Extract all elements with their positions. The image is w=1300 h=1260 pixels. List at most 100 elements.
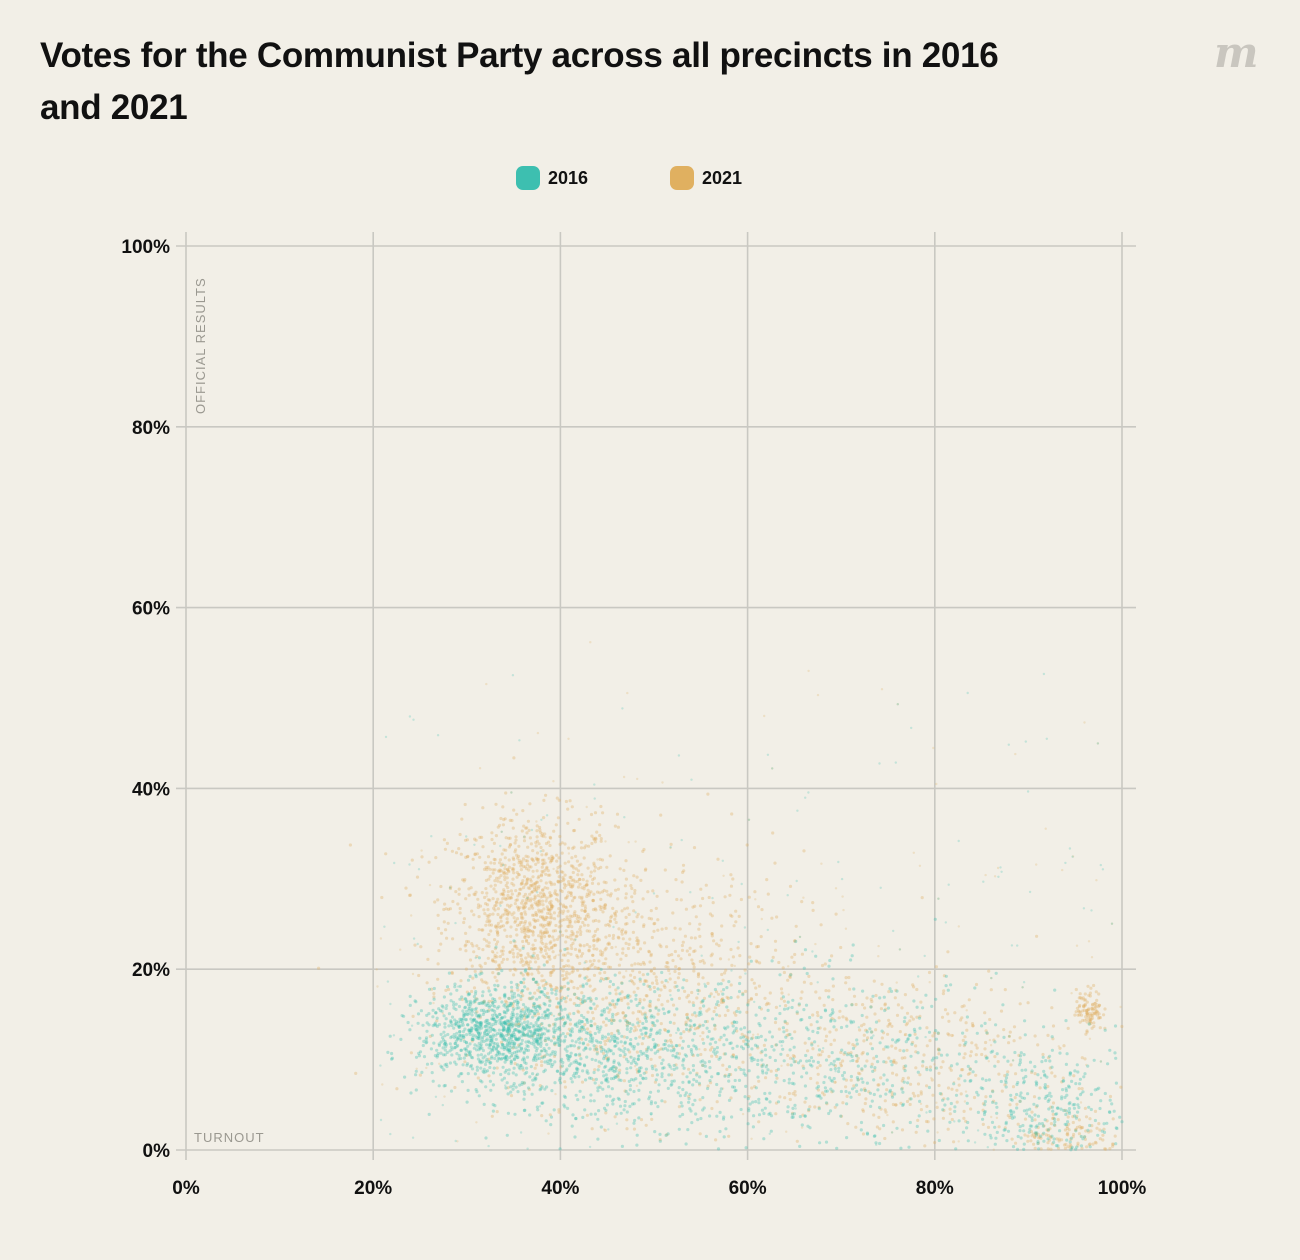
scatter-point (437, 1042, 441, 1046)
scatter-point (556, 866, 560, 870)
scatter-point (656, 1089, 661, 1093)
scatter-point (514, 1020, 519, 1024)
scatter-point (680, 1104, 684, 1108)
scatter-point (605, 1050, 609, 1054)
scatter-point (467, 1053, 471, 1057)
scatter-point (606, 1059, 610, 1063)
scatter-point (552, 968, 556, 972)
scatter-point (579, 925, 583, 929)
scatter-point (464, 1047, 468, 1051)
scatter-point (821, 1091, 825, 1095)
scatter-point (734, 1055, 739, 1059)
scatter-point (522, 1108, 527, 1113)
scatter-point (957, 1083, 961, 1087)
scatter-point (633, 1118, 637, 1123)
legend-item-2016[interactable]: 2016 (516, 166, 588, 190)
scatter-point (830, 1051, 834, 1055)
scatter-point (493, 858, 497, 862)
scatter-point (514, 1046, 518, 1050)
scatter-point (919, 1090, 923, 1094)
scatter-point (480, 1046, 484, 1050)
scatter-point (688, 1028, 692, 1031)
scatter-point (517, 891, 521, 895)
scatter-point (596, 1086, 600, 1090)
scatter-point (436, 1053, 440, 1057)
scatter-point (525, 928, 529, 932)
scatter-point (520, 989, 524, 993)
scatter-point (663, 1039, 668, 1043)
scatter-point (588, 1030, 592, 1034)
scatter-point (532, 1037, 536, 1041)
scatter-point (731, 1053, 735, 1057)
scatter-point (635, 1062, 639, 1066)
scatter-point (839, 1114, 844, 1118)
scatter-point (1090, 1006, 1094, 1010)
scatter-point (689, 936, 694, 940)
scatter-point (734, 1088, 738, 1092)
scatter-point (514, 1085, 518, 1089)
scatter-point (744, 1146, 748, 1150)
scatter-point (1083, 1135, 1087, 1139)
scatter-point (553, 1081, 557, 1085)
scatter-point (544, 841, 549, 846)
scatter-point (576, 986, 580, 990)
scatter-point (651, 1067, 655, 1071)
scatter-point (630, 895, 634, 899)
scatter-point (934, 965, 939, 969)
scatter-point (414, 1073, 418, 1077)
scatter-point (697, 982, 701, 986)
scatter-point (520, 829, 524, 833)
scatter-point (783, 1019, 787, 1024)
scatter-point (482, 1010, 486, 1014)
scatter-point (486, 917, 490, 921)
scatter-point (736, 1006, 741, 1011)
scatter-point (680, 948, 685, 953)
scatter-point (527, 996, 531, 1000)
scatter-point (809, 1056, 814, 1060)
scatter-point (638, 1081, 642, 1085)
scatter-point (914, 1044, 918, 1048)
scatter-point (499, 949, 503, 953)
scatter-point (824, 1058, 829, 1062)
scatter-point (632, 1047, 636, 1051)
scatter-point (863, 1064, 867, 1068)
scatter-point (572, 992, 577, 996)
scatter-point (930, 1078, 934, 1082)
scatter-point (476, 1030, 480, 1034)
scatter-point (756, 1075, 760, 1079)
scatter-point (800, 952, 805, 956)
scatter-point (991, 1089, 995, 1093)
scatter-point (550, 1052, 554, 1056)
scatter-point (750, 1086, 754, 1090)
scatter-point (691, 961, 695, 965)
scatter-point (945, 1053, 949, 1057)
scatter-point (475, 1068, 479, 1072)
scatter-point (481, 806, 485, 810)
scatter-point (603, 903, 607, 907)
scatter-point (557, 1001, 561, 1005)
scatter-point (527, 1040, 531, 1045)
scatter-point (928, 1068, 933, 1072)
scatter-point (876, 1060, 880, 1064)
scatter-point (647, 950, 652, 954)
scatter-point (598, 891, 602, 895)
scatter-point (578, 916, 582, 921)
scatter-point (1080, 1087, 1084, 1091)
scatter-point (908, 1120, 912, 1125)
scatter-point (503, 908, 507, 912)
scatter-point (479, 1021, 483, 1025)
scatter-point (764, 1076, 768, 1080)
scatter-point (481, 1069, 485, 1073)
scatter-point (918, 1099, 922, 1103)
scatter-point (542, 930, 547, 934)
scatter-point (727, 980, 731, 984)
scatter-point (679, 1032, 683, 1036)
scatter-point (514, 838, 518, 842)
scatter-point (892, 1060, 896, 1064)
scatter-point (480, 1026, 484, 1030)
scatter-point (653, 1051, 657, 1055)
legend-item-2021[interactable]: 2021 (670, 166, 742, 190)
scatter-point (499, 924, 504, 928)
scatter-point (636, 1057, 640, 1061)
scatter-point (517, 873, 521, 877)
